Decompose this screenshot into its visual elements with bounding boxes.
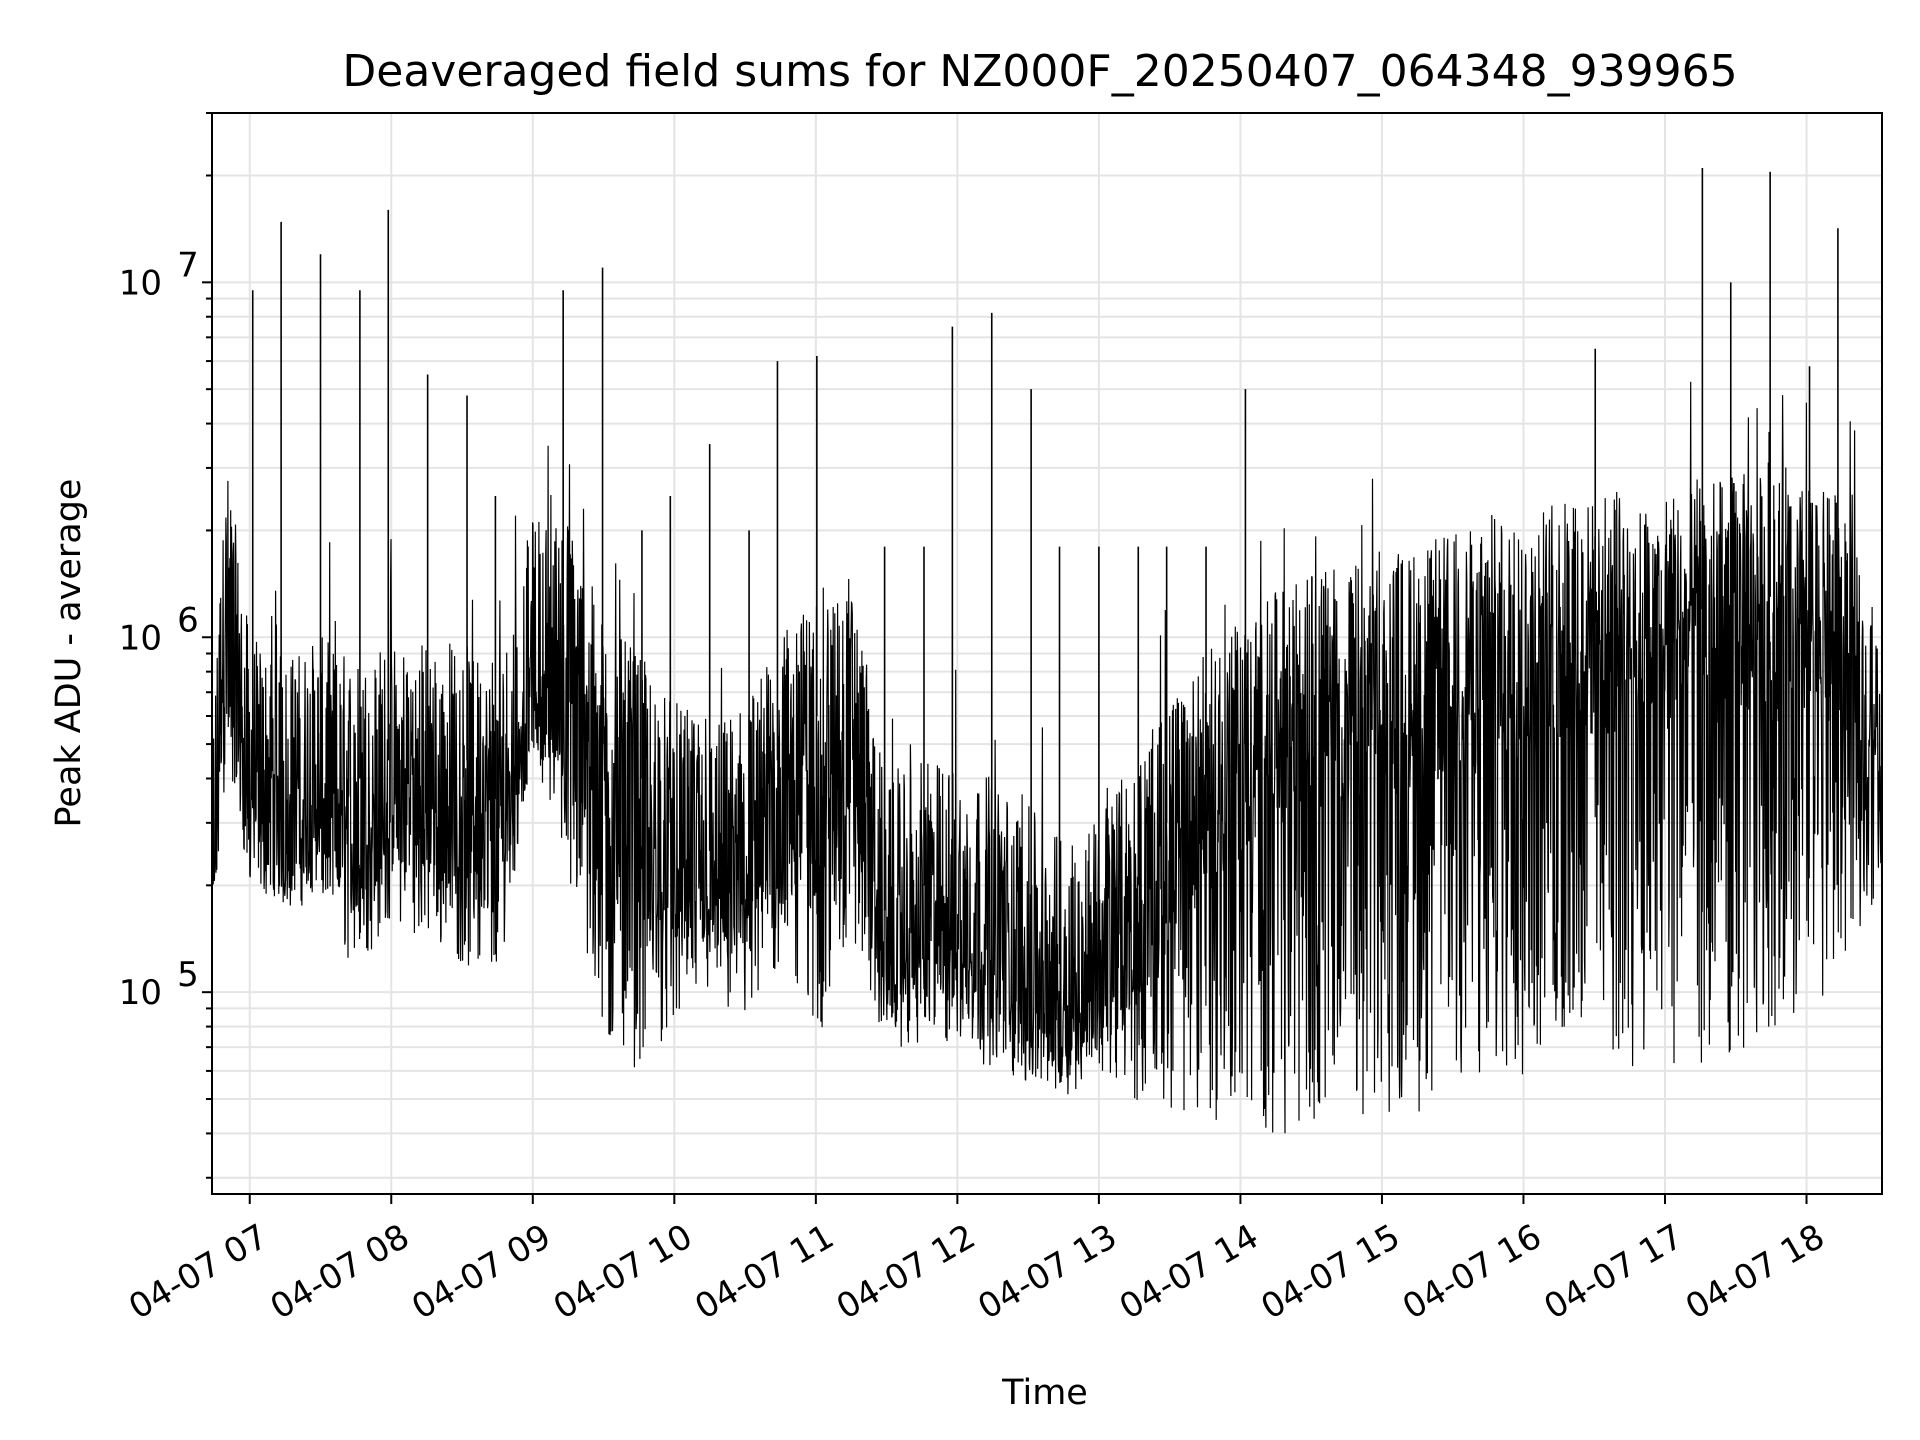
x-tick-label: 04-07 09 [405,1217,557,1328]
x-tick-label: 04-07 15 [1254,1217,1406,1328]
y-axis: 10 5 10 6 10 7 [119,112,212,1179]
x-axis-label: Time [1001,1373,1088,1413]
y-axis-label: Peak ADU - average [49,479,89,828]
x-tick-label: 04-07 13 [971,1217,1123,1328]
x-tick-label: 04-07 16 [1396,1217,1548,1328]
y-tick-exponent: 7 [177,245,199,285]
x-tick-label: 04-07 17 [1537,1217,1689,1328]
x-tick-label: 04-07 14 [1113,1217,1265,1328]
x-tick-label: 04-07 12 [830,1217,982,1328]
y-tick-label: 10 [119,618,162,658]
y-tick-exponent: 6 [177,600,199,640]
y-tick-label: 10 [119,263,162,303]
x-tick-label: 04-07 10 [547,1217,699,1328]
y-tick-label: 10 [119,973,162,1013]
x-tick-label: 04-07 18 [1679,1217,1831,1328]
data-series-line [211,381,1883,1134]
x-tick-label: 04-07 11 [688,1217,840,1328]
x-tick-label: 04-07 07 [122,1217,274,1328]
chart-title: Deaveraged field sums for NZ000F_2025040… [342,46,1737,97]
data-layer [211,167,1883,1134]
y-tick-exponent: 5 [177,955,199,995]
x-tick-label: 04-07 08 [264,1217,416,1328]
